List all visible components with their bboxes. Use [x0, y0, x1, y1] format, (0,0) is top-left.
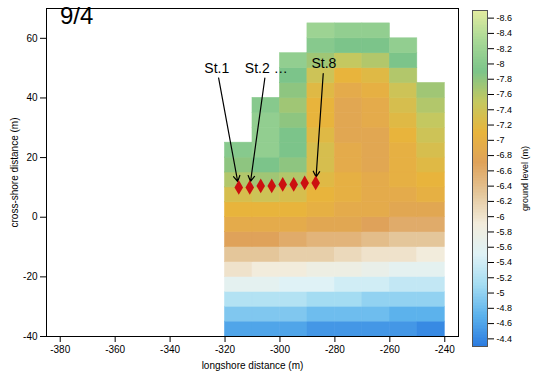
svg-text:St.1: St.1	[204, 60, 229, 76]
svg-text:-4.4: -4.4	[497, 334, 513, 344]
svg-text:-8.2: -8.2	[497, 44, 513, 54]
svg-text:-7.2: -7.2	[497, 120, 513, 130]
svg-text:-320: -320	[215, 344, 235, 355]
svg-text:-6: -6	[497, 212, 505, 222]
svg-text:St.8: St.8	[311, 55, 336, 71]
svg-text:-7.4: -7.4	[497, 105, 513, 115]
svg-text:60: 60	[26, 33, 38, 44]
svg-text:-240: -240	[435, 344, 455, 355]
svg-text:longshore distance (m): longshore distance (m)	[202, 360, 304, 371]
svg-text:-5: -5	[497, 288, 505, 298]
svg-text:-7.6: -7.6	[497, 89, 513, 99]
svg-text:-6.4: -6.4	[497, 181, 513, 191]
svg-text:-7.8: -7.8	[497, 74, 513, 84]
svg-text:ground level (m): ground level (m)	[520, 146, 530, 211]
svg-text:-280: -280	[325, 344, 345, 355]
svg-text:-6.2: -6.2	[497, 196, 513, 206]
svg-text:-5.6: -5.6	[497, 242, 513, 252]
svg-text:-4.6: -4.6	[497, 318, 513, 328]
svg-text:-4.8: -4.8	[497, 303, 513, 313]
svg-text:-260: -260	[380, 344, 400, 355]
svg-text:-40: -40	[23, 331, 38, 342]
svg-text:-6.8: -6.8	[497, 150, 513, 160]
svg-text:-5.2: -5.2	[497, 273, 513, 283]
svg-text:-300: -300	[270, 344, 290, 355]
svg-text:-7: -7	[497, 135, 505, 145]
svg-text:-8: -8	[497, 59, 505, 69]
svg-text:-8.6: -8.6	[497, 13, 513, 23]
svg-text:St.2 …: St.2 …	[245, 60, 288, 76]
svg-text:cross-shore distance (m): cross-shore distance (m)	[9, 117, 20, 227]
svg-text:-340: -340	[160, 344, 180, 355]
svg-text:-5.4: -5.4	[497, 257, 513, 267]
html-text:9/4: 9/4	[60, 2, 94, 29]
svg-text:-360: -360	[105, 344, 125, 355]
svg-text:-380: -380	[50, 344, 70, 355]
svg-text:-20: -20	[23, 271, 38, 282]
svg-text:-8.4: -8.4	[497, 28, 513, 38]
svg-text:-5.8: -5.8	[497, 227, 513, 237]
svg-text:0: 0	[32, 211, 38, 222]
svg-text:40: 40	[26, 92, 38, 103]
svg-text:20: 20	[26, 152, 38, 163]
svg-text:-6.6: -6.6	[497, 166, 513, 176]
